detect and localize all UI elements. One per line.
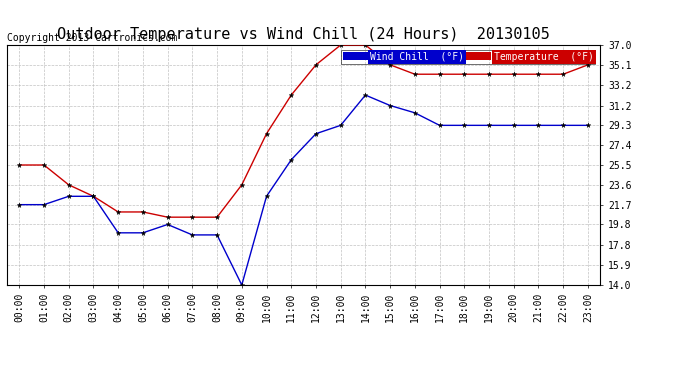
Text: Copyright 2013 Cartronics.com: Copyright 2013 Cartronics.com xyxy=(7,33,177,43)
Title: Outdoor Temperature vs Wind Chill (24 Hours)  20130105: Outdoor Temperature vs Wind Chill (24 Ho… xyxy=(57,27,550,42)
Legend: Wind Chill  (°F), Temperature  (°F): Wind Chill (°F), Temperature (°F) xyxy=(342,50,595,64)
